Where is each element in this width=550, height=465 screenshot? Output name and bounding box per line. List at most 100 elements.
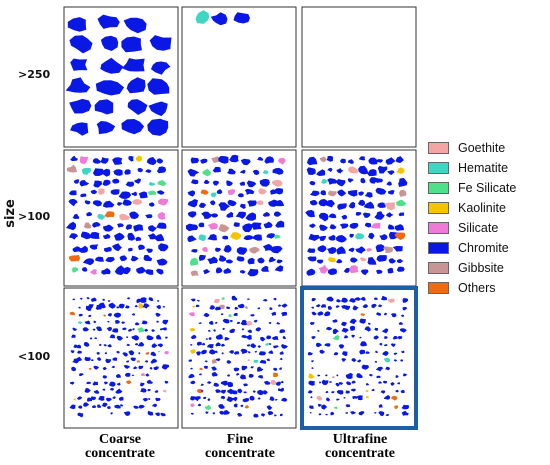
mineral-particle <box>329 381 333 383</box>
mineral-particle <box>103 314 106 317</box>
mineral-particle <box>349 265 359 274</box>
mineral-particle <box>351 380 356 384</box>
grid-cell-r1-c0 <box>63 149 179 287</box>
mineral-particle <box>396 199 407 207</box>
mineral-particle <box>86 211 93 217</box>
mineral-particle <box>268 256 277 263</box>
mineral-particle <box>352 396 358 400</box>
mineral-particle <box>335 382 340 387</box>
mineral-particle <box>93 365 100 370</box>
mineral-particle <box>371 303 377 308</box>
mineral-particle <box>374 297 378 300</box>
mineral-particle <box>220 389 226 394</box>
mineral-particle <box>276 322 281 325</box>
mineral-particle <box>198 234 206 242</box>
mineral-particle <box>211 366 217 371</box>
mineral-particle <box>333 352 339 356</box>
mineral-particle <box>234 306 239 310</box>
mineral-particle <box>356 395 363 401</box>
mineral-particle <box>330 411 335 416</box>
mineral-particle <box>151 403 157 408</box>
mineral-particle <box>205 338 208 340</box>
mineral-particle <box>249 395 255 401</box>
mineral-particle <box>401 410 409 416</box>
mineral-particle <box>267 411 274 416</box>
mineral-particle <box>316 342 323 348</box>
mineral-particle <box>325 390 329 394</box>
mineral-particle <box>240 348 248 355</box>
mineral-particle <box>268 343 272 345</box>
mineral-particle <box>377 165 388 174</box>
mineral-particle <box>387 267 394 274</box>
mineral-particle <box>328 234 336 241</box>
mineral-particle <box>86 297 90 300</box>
mineral-particle <box>237 413 243 417</box>
mineral-particle <box>375 350 379 353</box>
mineral-particle <box>122 352 128 357</box>
mineral-particle <box>268 350 274 354</box>
mineral-particle <box>111 328 119 333</box>
mineral-particle <box>132 328 135 331</box>
mineral-particle <box>222 410 230 415</box>
mineral-particle <box>336 374 339 377</box>
legend-label-hematite: Hematite <box>458 161 509 175</box>
mineral-particle <box>369 373 373 377</box>
mineral-particle <box>390 343 396 347</box>
mineral-particle <box>273 372 279 377</box>
mineral-particle <box>336 398 340 401</box>
mineral-particle <box>213 299 220 304</box>
mineral-particle <box>345 372 353 379</box>
column-label-fine-line2: concentrate <box>205 446 275 461</box>
mineral-particle <box>151 329 156 332</box>
mineral-particle <box>382 246 394 254</box>
mineral-particle <box>196 351 201 356</box>
mineral-particle <box>227 199 237 207</box>
mineral-particle <box>378 381 382 384</box>
mineral-particle <box>187 211 197 218</box>
mineral-particle <box>240 404 244 408</box>
mineral-particle <box>243 235 255 241</box>
mineral-particle <box>127 232 136 241</box>
mineral-particle <box>236 247 248 255</box>
mineral-particle <box>116 306 120 309</box>
mineral-particle <box>105 358 112 364</box>
mineral-particle <box>327 167 333 173</box>
mineral-particle <box>388 190 395 195</box>
mineral-particle <box>279 413 283 417</box>
mineral-particle <box>84 200 91 205</box>
mineral-particle <box>268 321 272 325</box>
mineral-particle <box>190 367 193 370</box>
mineral-particle <box>112 396 116 399</box>
mineral-particle <box>102 366 107 371</box>
mineral-particle <box>204 404 211 410</box>
mineral-particle <box>327 305 332 310</box>
mineral-particle <box>190 344 193 346</box>
mineral-particle <box>365 351 370 354</box>
mineral-particle <box>87 304 94 309</box>
mineral-particle <box>244 405 250 409</box>
mineral-particle <box>402 306 408 311</box>
legend-item-kaolinite: Kaolinite <box>428 200 550 216</box>
mineral-particle <box>68 198 78 207</box>
mineral-particle <box>203 269 211 275</box>
mineral-particle <box>144 360 149 363</box>
mineral-particle <box>239 270 246 274</box>
mineral-particle <box>385 413 389 417</box>
mineral-particle <box>93 320 97 323</box>
mineral-particle <box>327 178 338 185</box>
mineral-particle <box>257 389 265 396</box>
mineral-particle <box>241 328 245 331</box>
mineral-particle <box>263 390 268 395</box>
mineral-particle <box>390 313 397 318</box>
mineral-particle <box>149 181 156 186</box>
mineral-particle <box>196 299 200 302</box>
mineral-particle <box>156 258 168 266</box>
mineral-particle <box>274 199 285 207</box>
mineral-particle <box>221 297 225 300</box>
mineral-particle <box>215 267 223 274</box>
mineral-particle <box>91 297 97 302</box>
mineral-particle <box>125 181 135 187</box>
mineral-particle <box>187 190 195 197</box>
mineral-particle <box>371 388 375 392</box>
legend-swatch-kaolinite <box>428 202 449 214</box>
